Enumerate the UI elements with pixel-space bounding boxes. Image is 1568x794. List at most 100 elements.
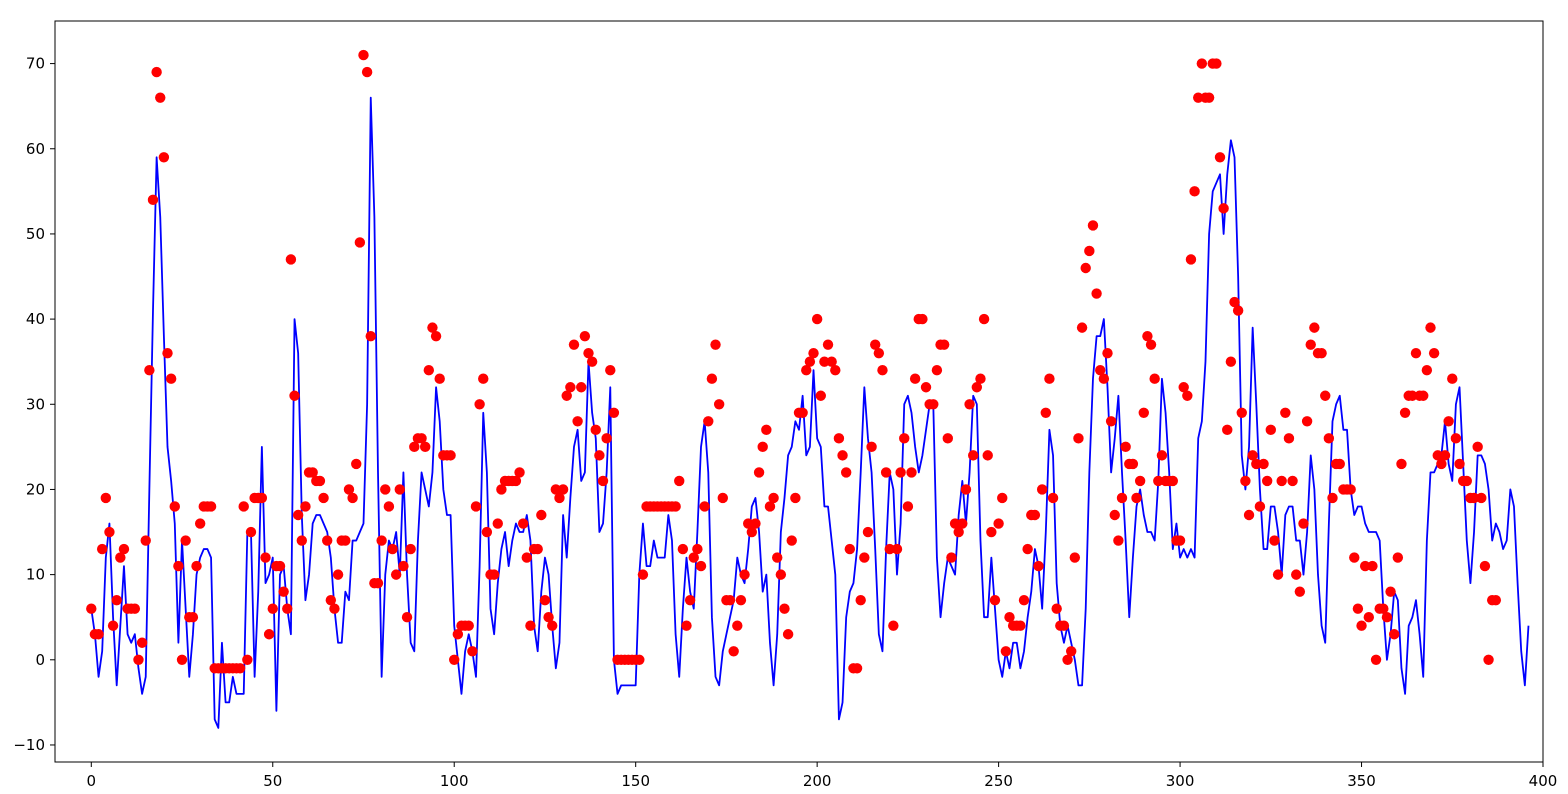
scatter-point	[909, 373, 921, 384]
scatter-point	[1483, 654, 1494, 665]
scatter-point	[452, 629, 464, 640]
scatter-point	[478, 373, 489, 384]
x-tick-label: 50	[263, 772, 282, 790]
scatter-point	[1389, 629, 1400, 640]
scatter-point	[1087, 220, 1099, 231]
scatter-point	[982, 450, 993, 461]
scatter-point	[561, 390, 572, 401]
scatter-point	[470, 501, 482, 512]
scatter-point	[753, 467, 765, 478]
scatter-point	[409, 441, 420, 453]
scatter-point	[543, 612, 554, 623]
scatter-point	[474, 399, 485, 410]
scatter-point	[1203, 92, 1215, 103]
scatter-point	[1309, 322, 1320, 333]
scatter-point	[205, 501, 217, 512]
scatter-point	[554, 492, 565, 504]
scatter-point	[746, 526, 758, 538]
scatter-point	[757, 441, 768, 453]
scatter-point	[968, 450, 979, 461]
scatter-point	[634, 654, 645, 665]
scatter-point	[906, 467, 917, 478]
scatter-point	[1345, 484, 1356, 495]
scatter-point	[532, 543, 543, 555]
scatter-point	[1443, 416, 1454, 427]
scatter-point	[986, 526, 997, 538]
scatter-point	[601, 433, 612, 444]
scatter-point	[1301, 416, 1313, 427]
x-tick-label: 100	[440, 772, 469, 790]
scatter-point	[332, 569, 344, 580]
y-tick-label: 70	[26, 55, 45, 73]
scatter-point	[895, 467, 906, 478]
y-tick-label: 50	[26, 225, 45, 243]
scatter-point	[427, 322, 438, 333]
scatter-point	[713, 399, 725, 410]
scatter-point	[1421, 365, 1433, 376]
scatter-point	[510, 475, 522, 487]
scatter-point	[1316, 347, 1327, 359]
scatter-point	[1004, 612, 1015, 623]
scatter-point	[1000, 646, 1012, 657]
scatter-point	[1305, 339, 1316, 350]
scatter-point	[1349, 552, 1360, 563]
scatter-point	[576, 382, 587, 393]
scatter-point	[180, 535, 191, 546]
scatter-point	[1378, 603, 1389, 614]
scatter-point	[1091, 288, 1102, 299]
scatter-point	[176, 654, 188, 665]
scatter-point	[764, 501, 776, 512]
x-tick-label: 400	[1529, 772, 1558, 790]
scatter-point	[242, 654, 253, 665]
scatter-point	[263, 629, 275, 640]
scatter-point	[1214, 152, 1226, 163]
scatter-point	[1334, 458, 1345, 470]
scatter-point	[1298, 518, 1309, 529]
scatter-point	[993, 518, 1004, 529]
scatter-points	[86, 49, 1502, 674]
scatter-point	[296, 535, 307, 546]
scatter-point	[430, 330, 442, 342]
scatter-point	[1047, 492, 1059, 504]
scatter-point	[1454, 458, 1465, 470]
scatter-point	[1156, 450, 1168, 461]
scatter-point	[1243, 509, 1255, 521]
scatter-point	[739, 569, 750, 580]
scatter-point	[1261, 475, 1273, 487]
scatter-point	[234, 663, 246, 674]
scatter-point	[826, 356, 837, 367]
scatter-point	[1033, 560, 1044, 572]
scatter-point	[811, 313, 823, 325]
scatter-point	[314, 475, 326, 487]
scatter-point	[590, 424, 601, 436]
scatter-point	[724, 594, 736, 606]
scatter-point	[329, 603, 340, 614]
scatter-point	[920, 382, 932, 393]
y-tick-label: 60	[26, 140, 45, 158]
scatter-point	[822, 339, 834, 350]
scatter-point	[358, 49, 369, 61]
scatter-point	[238, 501, 249, 512]
scatter-point	[162, 347, 173, 359]
scatter-point	[107, 620, 119, 631]
scatter-point	[717, 492, 728, 504]
scatter-point	[169, 501, 180, 512]
scatter-point	[782, 629, 794, 640]
scatter-point	[1232, 305, 1244, 316]
scatter-point	[1229, 296, 1240, 308]
scatter-point	[282, 603, 293, 614]
scatter-point	[684, 594, 696, 606]
x-tick-label: 150	[621, 772, 650, 790]
scatter-point	[808, 347, 819, 359]
scatter-point	[1174, 535, 1186, 546]
scatter-point	[594, 450, 605, 461]
scatter-point	[1073, 433, 1084, 444]
scatter-point	[819, 356, 830, 367]
scatter-point	[1476, 492, 1487, 504]
scatter-point	[1352, 603, 1364, 614]
scatter-point	[917, 313, 928, 325]
scatter-point	[1134, 475, 1146, 487]
scatter-point	[1432, 450, 1443, 461]
scatter-point	[1367, 560, 1378, 572]
scatter-point	[971, 382, 983, 393]
